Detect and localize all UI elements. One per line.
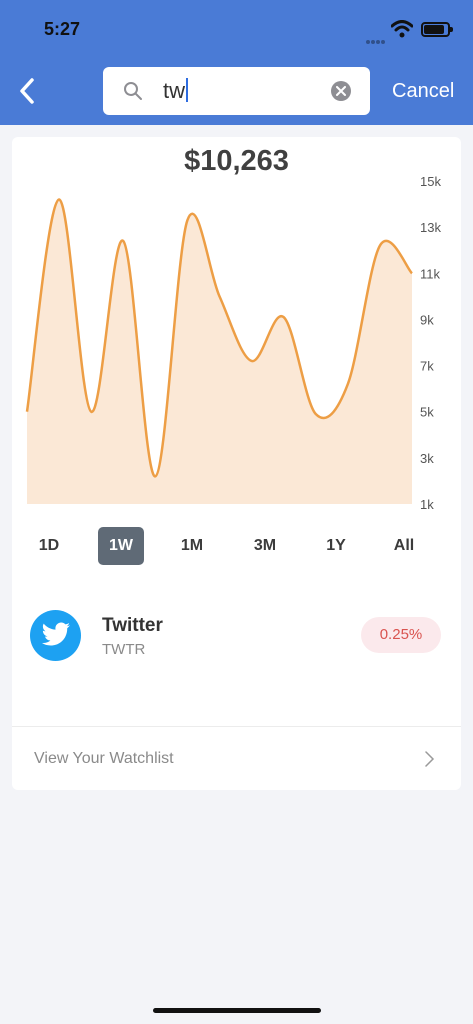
y-tick-label: 11k: [420, 266, 440, 281]
y-tick-label: 1k: [420, 497, 434, 512]
stock-name: Twitter: [102, 615, 163, 636]
y-tick-label: 15k: [420, 174, 441, 189]
range-tab-all[interactable]: All: [393, 537, 415, 554]
back-button[interactable]: [14, 76, 44, 106]
search-query-text: tw: [163, 78, 185, 103]
portfolio-value: $10,263: [184, 145, 289, 177]
status-time: 5:27: [44, 19, 81, 39]
view-watchlist-link[interactable]: View Your Watchlist: [12, 727, 461, 790]
y-tick-label: 3k: [420, 451, 434, 466]
y-tick-label: 13k: [420, 220, 441, 235]
range-tab-1m[interactable]: 1M: [180, 537, 204, 554]
range-tab-1w[interactable]: 1W: [98, 527, 144, 565]
text-cursor: [186, 78, 188, 102]
home-indicator: [153, 1008, 321, 1013]
cellular-signal-icon: [366, 31, 386, 49]
range-tab-1y[interactable]: 1Y: [326, 537, 346, 554]
cancel-button[interactable]: Cancel: [392, 80, 455, 102]
time-range-tabs: 1D 1W 1M 3M 1Y All: [34, 527, 434, 565]
search-input[interactable]: tw: [103, 67, 370, 115]
wifi-icon: [391, 20, 413, 38]
portfolio-chart: 15k 13k 11k 9k 7k 5k 3k 1k: [25, 174, 441, 512]
stock-result-row[interactable]: Twitter TWTR 0.25%: [12, 607, 461, 667]
clear-search-button[interactable]: [331, 81, 351, 101]
nav-header: 5:27 tw Cancel: [0, 0, 473, 125]
chevron-left-icon: [20, 78, 34, 104]
chart-area-fill: [27, 199, 412, 504]
portfolio-card: $10,263 15k 13k 11k 9k 7k 5k 3k 1k 1D 1W 1M 3M 1Y Al…: [12, 137, 461, 790]
chart-series-line: [25, 198, 413, 478]
close-icon: [336, 86, 346, 96]
search-query[interactable]: tw: [163, 78, 188, 104]
stock-symbol: TWTR: [102, 641, 146, 658]
price-change-badge: 0.25%: [361, 617, 441, 653]
search-icon: [124, 82, 142, 100]
y-tick-label: 5k: [420, 405, 434, 420]
twitter-logo: [30, 610, 81, 661]
battery-icon: [421, 22, 453, 37]
range-tab-1d[interactable]: 1D: [38, 537, 60, 554]
divider: [12, 726, 461, 727]
twitter-bird-icon: [41, 622, 70, 646]
watchlist-label: View Your Watchlist: [34, 750, 174, 767]
y-tick-label: 9k: [420, 312, 434, 327]
chevron-right-icon: [425, 751, 435, 767]
y-tick-label: 7k: [420, 359, 434, 374]
range-tab-3m[interactable]: 3M: [253, 537, 277, 554]
